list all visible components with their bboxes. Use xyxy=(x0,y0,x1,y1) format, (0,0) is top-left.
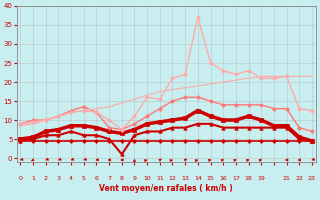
X-axis label: Vent moyen/en rafales ( km/h ): Vent moyen/en rafales ( km/h ) xyxy=(99,184,233,193)
